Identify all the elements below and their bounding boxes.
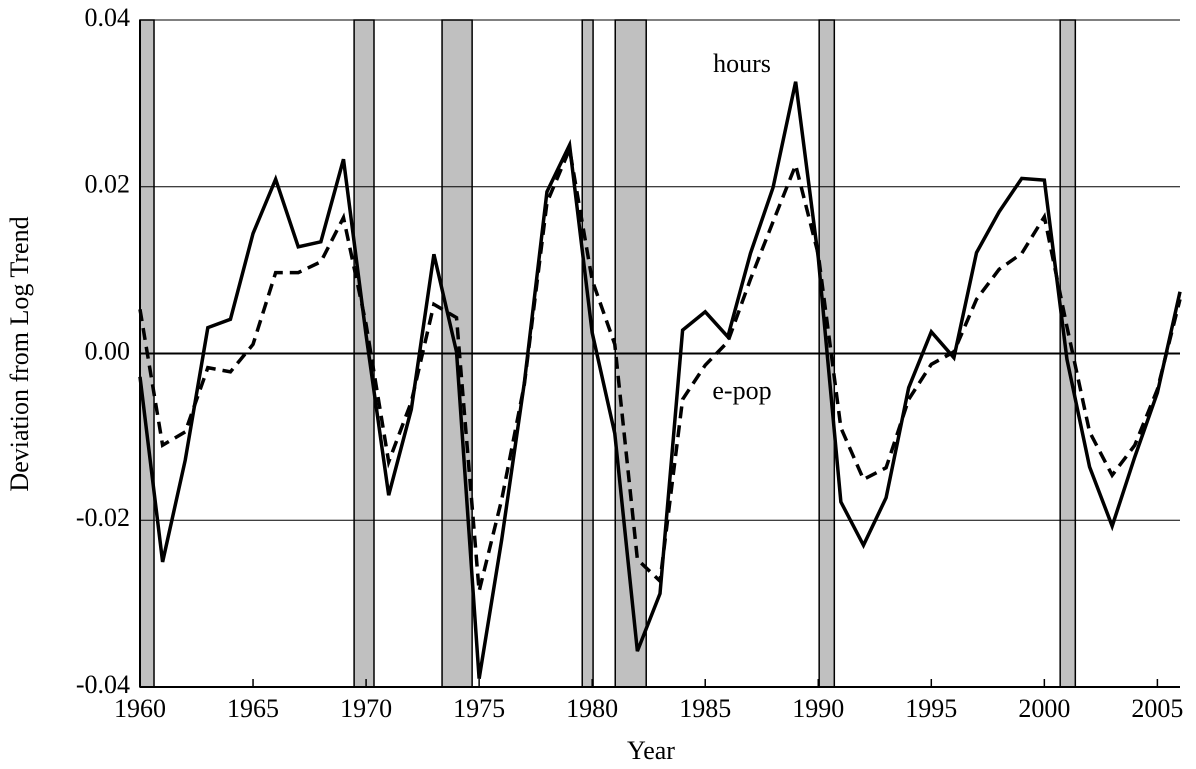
x-tick-label: 1985	[679, 694, 731, 723]
y-tick-label: 0.02	[85, 170, 131, 199]
series-line	[138, 81, 1182, 679]
x-tick-label: 1965	[227, 694, 279, 723]
y-tick-label: -0.02	[76, 503, 130, 532]
x-tick-label: 1995	[905, 694, 957, 723]
x-tick-label: 1975	[453, 694, 505, 723]
y-axis-label: Deviation from Log Trend	[5, 216, 34, 491]
y-tick-label: 0.00	[85, 336, 131, 365]
x-tick-label: 1970	[340, 694, 392, 723]
x-tick-label: 1990	[792, 694, 844, 723]
x-tick-label: 1960	[114, 694, 166, 723]
x-tick-label: 1980	[566, 694, 618, 723]
x-tick-label: 2000	[1018, 694, 1070, 723]
series-label: hours	[713, 49, 771, 78]
series-line	[138, 143, 1182, 592]
x-tick-label: 2005	[1131, 694, 1183, 723]
y-tick-label: 0.04	[85, 3, 131, 32]
x-axis-label: Year	[627, 736, 675, 765]
series-label: e-pop	[712, 376, 771, 405]
y-tick-label: -0.04	[76, 670, 130, 699]
